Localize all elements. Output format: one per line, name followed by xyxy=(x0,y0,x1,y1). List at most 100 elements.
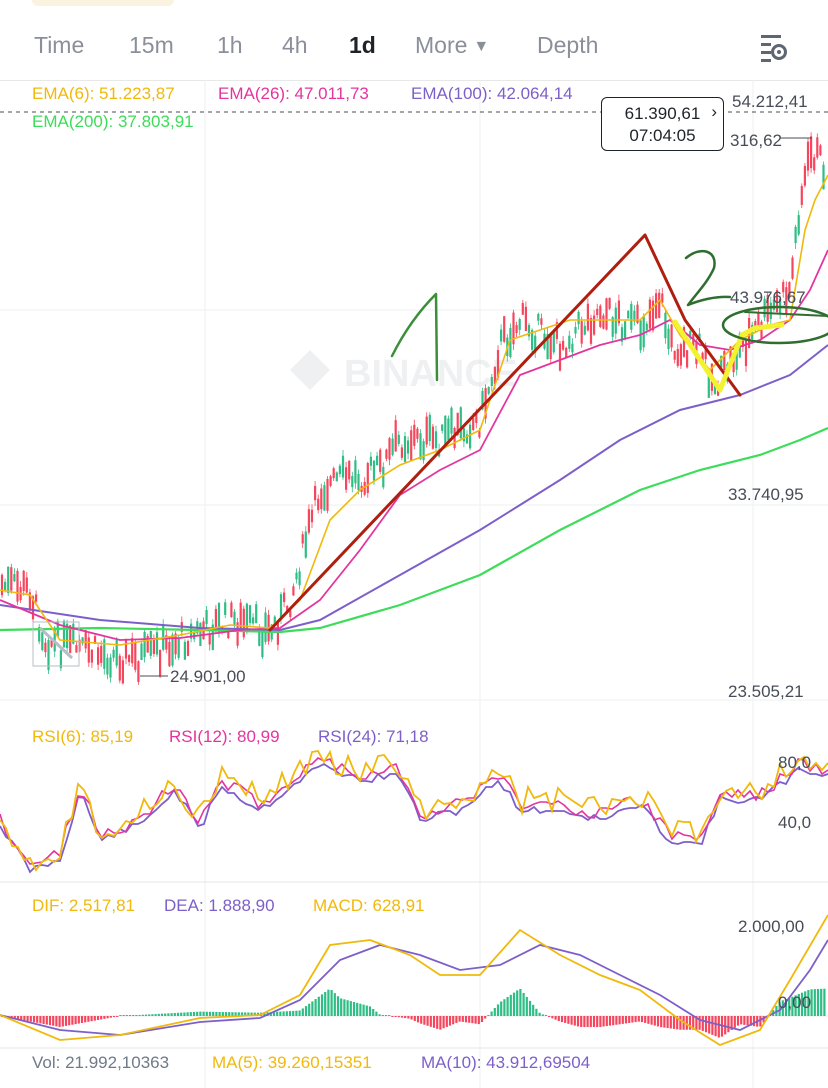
macd-bar xyxy=(336,996,340,1016)
tab-15m[interactable]: 15m xyxy=(129,32,174,58)
macd-bar xyxy=(394,1016,397,1017)
macd-bar xyxy=(285,1011,288,1016)
candle-body xyxy=(549,333,552,360)
annotation-green-circle xyxy=(721,305,828,345)
candle-body xyxy=(447,418,450,441)
candle-body xyxy=(345,467,348,490)
macd-bar xyxy=(26,1016,29,1022)
candle-body xyxy=(772,299,775,310)
candle-body xyxy=(642,316,645,348)
macd-bar xyxy=(320,994,324,1016)
tab-1h[interactable]: 1h xyxy=(217,32,243,58)
macd-bar xyxy=(685,1016,688,1030)
candle-body xyxy=(283,592,286,602)
candle-body xyxy=(496,349,500,378)
candle-body xyxy=(261,630,264,658)
macd-bar xyxy=(612,1016,615,1026)
chevron-right-icon: › xyxy=(711,102,717,121)
macd-bar xyxy=(189,1012,192,1016)
macd-legend: MACD: 628,91 xyxy=(313,896,425,915)
candle-body xyxy=(782,281,785,293)
macd-bar xyxy=(589,1016,592,1027)
candle-body xyxy=(627,310,630,319)
candle-body xyxy=(50,640,53,647)
candle-body xyxy=(803,165,806,186)
candle-body xyxy=(813,157,816,171)
macd-bar xyxy=(701,1016,704,1031)
drawing-handle-box[interactable] xyxy=(32,621,80,667)
candle-body xyxy=(155,632,159,655)
kline-chart[interactable]: BINANCE 24.901,00 54.212,41 316,62 43.97… xyxy=(0,80,828,1088)
candle-body xyxy=(217,603,221,634)
macd-bar xyxy=(759,1016,762,1027)
macd-bar xyxy=(132,1015,135,1016)
macd-bar xyxy=(445,1016,448,1027)
macd-bar xyxy=(247,1012,250,1016)
macd-bar xyxy=(180,1012,183,1016)
candle-body xyxy=(0,574,4,596)
candle-body xyxy=(140,643,143,660)
macd-bar xyxy=(119,1015,122,1016)
ema100-legend: EMA(100): 42.064,14 xyxy=(411,84,573,103)
macd-bar xyxy=(525,996,528,1016)
candle-body xyxy=(90,649,93,663)
dif-line xyxy=(0,914,828,1046)
candle-body xyxy=(735,347,738,370)
macd-bar xyxy=(624,1016,628,1024)
candle-body xyxy=(93,636,97,644)
tab-depth[interactable]: Depth xyxy=(537,32,599,58)
macd-bar xyxy=(314,999,317,1016)
macd-bar xyxy=(781,1000,784,1016)
candle-body xyxy=(416,428,419,439)
macd-bar xyxy=(583,1016,586,1027)
macd-bar xyxy=(663,1016,666,1028)
candle-body xyxy=(382,466,385,488)
candle-body xyxy=(791,257,794,279)
macd-bar xyxy=(650,1016,653,1025)
tab-time[interactable]: Time xyxy=(34,32,85,58)
candle-body xyxy=(4,582,7,591)
ema200-line xyxy=(0,426,828,634)
macd-bar xyxy=(346,1000,349,1016)
macd-bar xyxy=(16,1016,20,1020)
chart-settings-icon[interactable] xyxy=(752,30,792,64)
rsi-axis-low: 40,0 xyxy=(778,813,811,832)
macd-bar xyxy=(500,1001,503,1016)
candle-body xyxy=(605,298,608,330)
macd-bar xyxy=(733,1016,736,1028)
candle-body xyxy=(819,145,822,156)
macd-bar xyxy=(103,1016,106,1019)
macd-bar xyxy=(656,1016,660,1027)
macd-bar xyxy=(778,1001,781,1016)
candle-body xyxy=(81,637,84,644)
candle-body xyxy=(87,637,90,663)
candle-body xyxy=(422,441,425,461)
macd-bar xyxy=(692,1016,695,1030)
tab-more[interactable]: More ▼ xyxy=(415,32,489,59)
macd-bar xyxy=(740,1016,743,1025)
macd-bar xyxy=(420,1016,423,1024)
candle-body xyxy=(577,311,580,325)
candle-body xyxy=(689,331,692,338)
tab-1d[interactable]: 1d xyxy=(349,32,376,58)
candle-body xyxy=(593,315,596,335)
annotation-yellow-wave xyxy=(672,319,785,393)
binance-watermark: BINANCE xyxy=(290,350,517,395)
candle-body xyxy=(341,455,345,478)
macd-bar xyxy=(77,1016,80,1024)
candle-body xyxy=(304,531,307,558)
macd-bar xyxy=(244,1012,247,1016)
macd-axis: 2.000,00 0,00 xyxy=(738,917,811,1012)
candle-body xyxy=(317,498,320,511)
macd-bar xyxy=(493,1007,496,1016)
macd-bar xyxy=(308,1003,311,1016)
macd-bar xyxy=(637,1016,640,1022)
candle-body xyxy=(667,328,670,350)
tab-4h[interactable]: 4h xyxy=(282,32,308,58)
candle-body xyxy=(794,226,797,244)
ema200-legend: EMA(200): 37.803,91 xyxy=(32,112,194,131)
candle-body xyxy=(397,434,400,444)
candle-body xyxy=(22,570,25,592)
macd-bar xyxy=(439,1016,442,1030)
current-price-box[interactable]: 61.390,61 07:04:05 › xyxy=(601,97,724,151)
